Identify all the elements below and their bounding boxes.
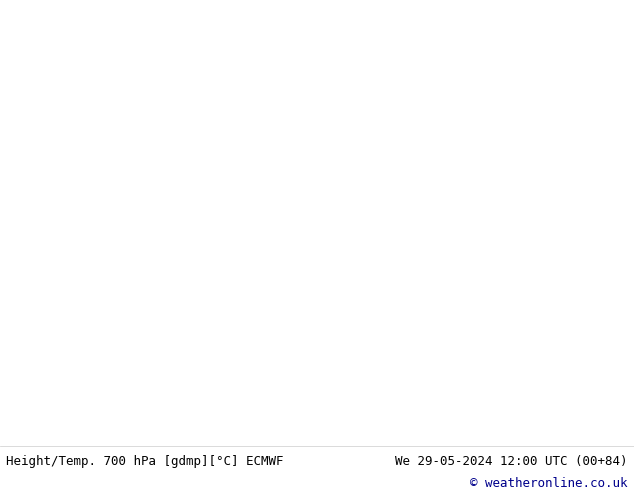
Text: Height/Temp. 700 hPa [gdmp][°C] ECMWF: Height/Temp. 700 hPa [gdmp][°C] ECMWF: [6, 455, 284, 468]
Text: © weatheronline.co.uk: © weatheronline.co.uk: [470, 477, 628, 490]
Text: We 29-05-2024 12:00 UTC (00+84): We 29-05-2024 12:00 UTC (00+84): [395, 455, 628, 468]
